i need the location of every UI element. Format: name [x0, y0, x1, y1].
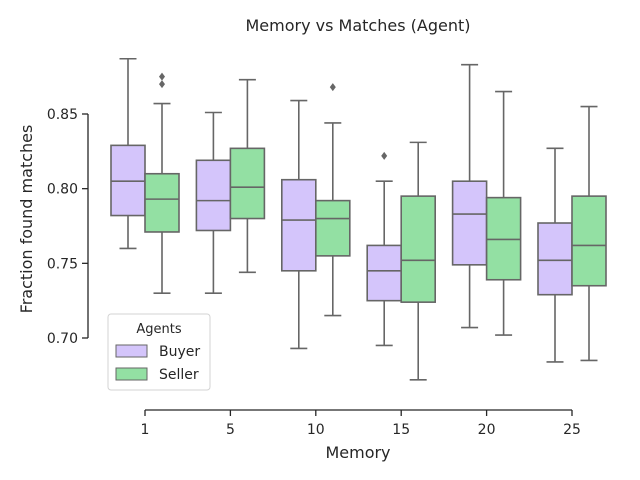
x-tick-label: 5: [226, 422, 235, 438]
legend-label-buyer: Buyer: [159, 344, 200, 360]
outlier-point: [381, 151, 388, 160]
x-axis-label: Memory: [325, 443, 390, 462]
box-iqr: [144, 172, 180, 233]
box-iqr: [366, 244, 403, 302]
x-tick-label: 1: [141, 422, 150, 438]
plot-area: [110, 57, 607, 381]
legend-swatch-buyer: [115, 344, 148, 358]
box-iqr: [280, 178, 317, 272]
box-iqr: [571, 195, 607, 287]
outlier-point: [159, 80, 165, 89]
box-buyer-5: [195, 111, 232, 295]
box-seller-25: [571, 105, 607, 362]
box-seller-5: [229, 78, 266, 274]
box-iqr: [400, 195, 437, 303]
box-iqr: [537, 222, 573, 296]
x-tick-label: 15: [392, 422, 410, 438]
y-axis-label: Fraction found matches: [17, 125, 36, 314]
x-tick-label: 20: [478, 422, 496, 438]
box-buyer-1: [110, 57, 146, 250]
box-iqr: [314, 199, 351, 257]
axes: 0.700.750.800.851 5 10 15 20 25: [47, 107, 581, 438]
box-buyer-10: [280, 99, 317, 350]
chart-title: Memory vs Matches (Agent): [246, 16, 471, 35]
box-iqr: [195, 159, 232, 232]
box-seller-1: [144, 72, 180, 295]
outlier-point: [159, 72, 165, 81]
y-tick-label: 0.70: [47, 331, 78, 347]
legend-title: Agents: [136, 322, 181, 337]
box-buyer-15: [366, 151, 403, 347]
box-iqr: [229, 147, 266, 220]
box-seller-10: [314, 83, 351, 317]
outlier-point: [329, 83, 336, 92]
box-seller-15: [400, 141, 437, 381]
box-iqr: [451, 180, 488, 266]
legend-swatch-seller: [115, 367, 148, 381]
x-tick-label: 10: [307, 422, 325, 438]
y-tick-label: 0.85: [47, 107, 78, 123]
legend-label-seller: Seller: [159, 367, 199, 383]
y-tick-label: 0.75: [47, 256, 78, 272]
box-seller-20: [485, 90, 522, 336]
x-tick-label: 25: [563, 422, 581, 438]
y-tick-label: 0.80: [47, 182, 78, 198]
box-buyer-25: [537, 147, 573, 363]
box-buyer-20: [451, 63, 488, 329]
legend: Agents Buyer Seller: [107, 313, 211, 391]
